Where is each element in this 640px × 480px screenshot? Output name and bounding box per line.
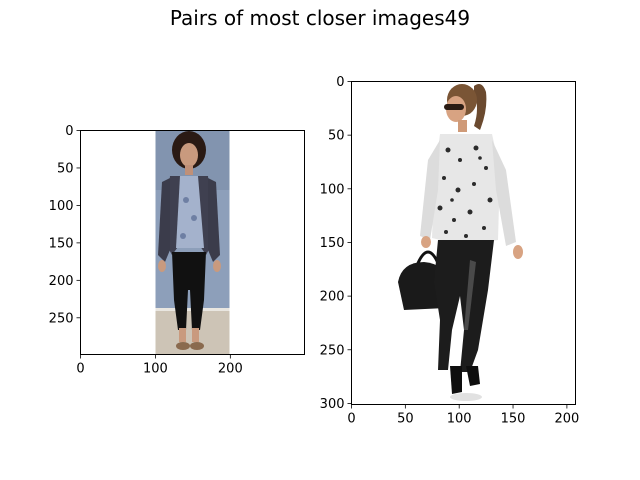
left-xtick-label: 100 [143,362,168,377]
left-ytick-label: 0 [65,124,73,139]
left-sandal-left [176,342,190,350]
left-xtick-label: 0 [76,362,84,377]
left-hand-right [213,260,221,272]
left-leggings [172,252,206,330]
figure-title: Pairs of most closer images49 [169,6,471,30]
left-floral-dot-1 [183,197,189,203]
left-face [180,143,198,167]
left-ytick-label: 100 [49,199,74,214]
left-ytick-label: 250 [49,311,74,326]
left-shin-right [192,328,199,342]
left-ytick-label: 150 [49,236,74,251]
left-hand-left [158,260,166,272]
left-image-content [155,130,230,355]
left-sandal-right [190,342,204,350]
left-floral-top [176,176,204,248]
left-xtick-label: 200 [218,362,243,377]
left-floral-dot-2 [191,215,197,221]
left-floral-dot-3 [180,233,186,239]
left-neck [185,165,193,175]
left-ytick-label: 50 [57,161,74,176]
left-arm-right [208,178,220,262]
left-arm-left [158,178,170,262]
left-shin-left [179,328,186,342]
left-ticks: 0 100 200 0 50 100 150 200 250 [49,124,243,377]
left-ytick-label: 200 [49,274,74,289]
